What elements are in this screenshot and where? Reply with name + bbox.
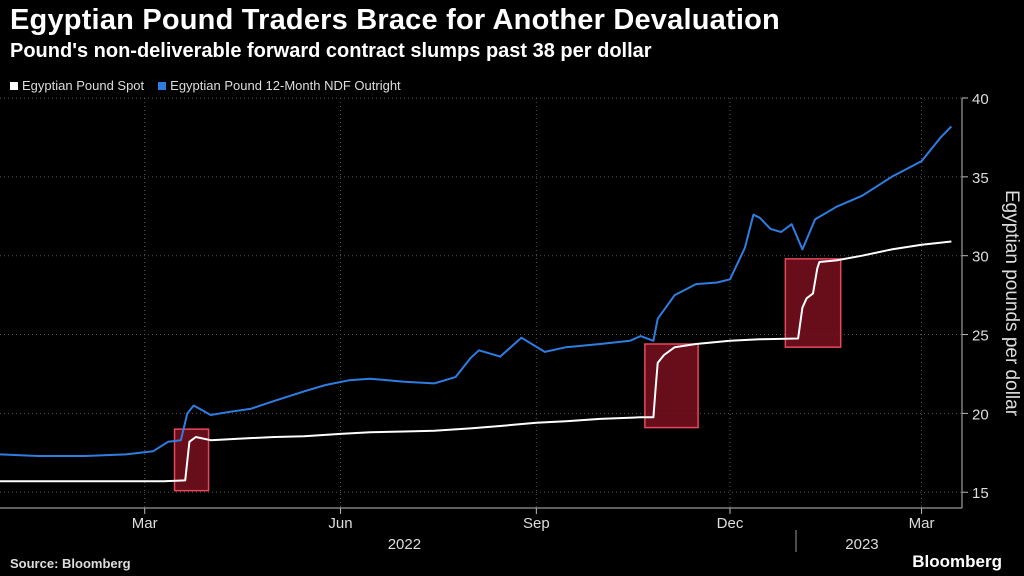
bloomberg-logo: Bloomberg <box>912 552 1002 571</box>
series-line-spot <box>0 240 952 483</box>
y-tick-label: 15 <box>972 485 989 502</box>
highlight-box <box>784 258 842 348</box>
legend-label-spot: Egyptian Pound Spot <box>22 78 145 93</box>
legend-swatch-ndf <box>158 81 167 90</box>
source-note: Source: Bloomberg <box>10 556 131 571</box>
y-tick-label: 40 <box>972 91 989 108</box>
legend: Egyptian Pound Spot Egyptian Pound 12-Mo… <box>10 78 401 93</box>
x-tick-label: Sep <box>523 515 550 532</box>
highlight-box <box>644 343 699 429</box>
y-axis-label: Egyptian pounds per dollar <box>1001 190 1022 417</box>
y-tick-label: 25 <box>972 328 989 345</box>
x-tick-label: Dec <box>717 515 744 532</box>
legend-item-ndf: Egyptian Pound 12-Month NDF Outright <box>158 78 401 93</box>
chart-subtitle: Pound's non-deliverable forward contract… <box>10 40 652 62</box>
y-tick-label: 20 <box>972 406 989 423</box>
x-tick-label: Mar <box>909 515 935 532</box>
legend-swatch-spot <box>10 81 18 90</box>
y-tick-label: 30 <box>972 249 989 266</box>
legend-label-ndf: Egyptian Pound 12-Month NDF Outright <box>170 78 401 93</box>
x-tick-label: Mar <box>132 515 158 532</box>
y-tick-label: 35 <box>972 170 989 187</box>
series-line-ndf <box>0 125 953 457</box>
year-label: 2023 <box>845 536 878 553</box>
x-tick-label: Jun <box>328 515 352 532</box>
year-label: 2022 <box>388 536 421 553</box>
legend-item-spot: Egyptian Pound Spot <box>10 78 144 93</box>
chart-title: Egyptian Pound Traders Brace for Another… <box>10 4 780 36</box>
